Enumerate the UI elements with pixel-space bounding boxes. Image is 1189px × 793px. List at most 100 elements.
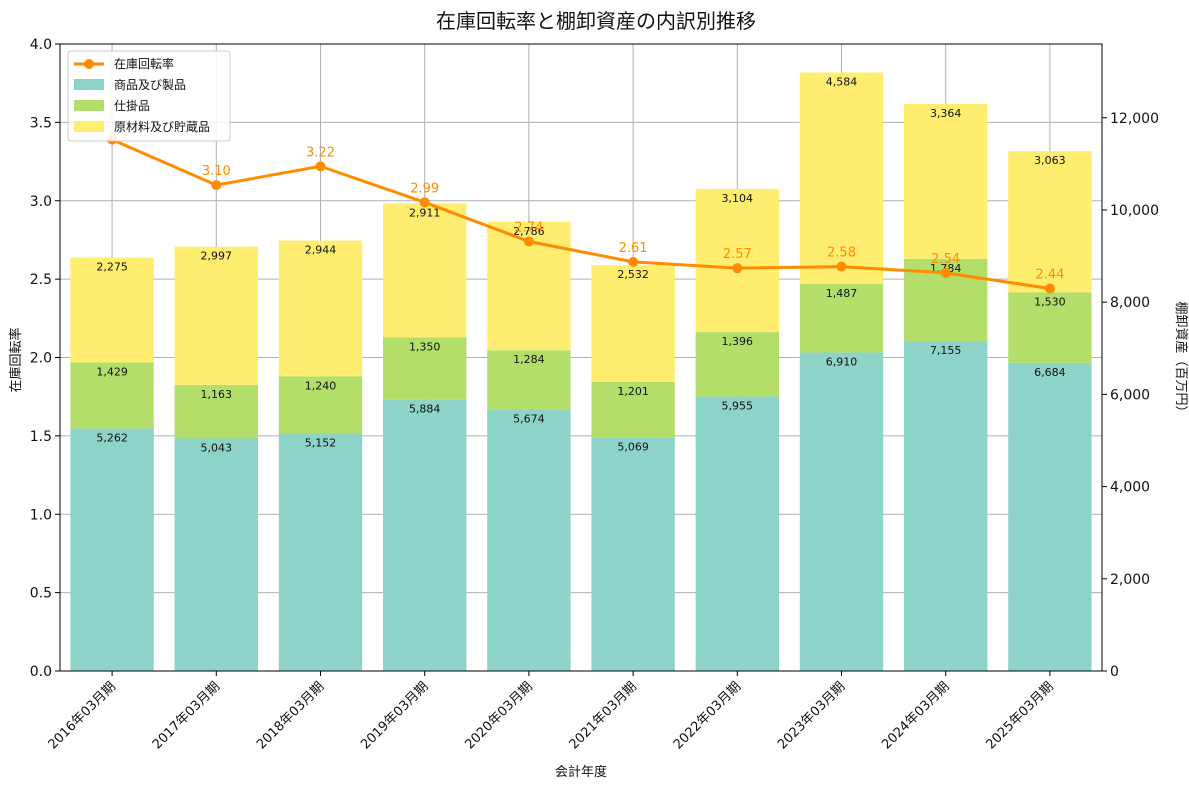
bar-segment [1008, 151, 1092, 293]
y-left-tick-label: 0.5 [30, 586, 52, 602]
x-tick-label: 2017年03月期 [150, 679, 223, 752]
bar-data-label: 5,884 [409, 403, 441, 416]
turnover-data-label: 2.57 [723, 247, 752, 262]
bar-data-label: 1,487 [826, 287, 858, 300]
bar-segment [591, 381, 675, 438]
y-left-tick-label: 4.0 [30, 37, 52, 53]
bar-segment [383, 399, 467, 671]
x-tick-label: 2022年03月期 [671, 679, 744, 752]
turnover-point [732, 263, 743, 274]
bar-data-label: 5,069 [617, 440, 649, 453]
bar-data-label: 5,674 [513, 412, 545, 425]
y-left-tick-label: 3.5 [30, 115, 52, 131]
legend-swatch-products [74, 79, 104, 90]
bar-data-label: 5,262 [96, 431, 128, 444]
legend-swatch-wip [74, 100, 104, 111]
x-tick-label: 2018年03月期 [254, 679, 327, 752]
bar-data-label: 5,043 [201, 442, 233, 455]
legend-label-materials: 原材料及び貯蔵品 [114, 120, 210, 134]
legend-line-marker [84, 59, 94, 69]
y-right-tick-label: 8,000 [1110, 295, 1150, 311]
plot-frame [59, 43, 1103, 672]
bar-segment [591, 265, 675, 382]
y-right-tick-label: 6,000 [1110, 387, 1150, 403]
x-tick-label: 2016年03月期 [46, 679, 119, 752]
x-tick-label: 2023年03月期 [775, 679, 848, 752]
bar-segment [487, 350, 571, 410]
legend-swatch-materials [74, 121, 104, 132]
bar-data-label: 1,396 [722, 335, 754, 348]
bar-segment [278, 376, 363, 434]
bar-segment [174, 246, 258, 385]
bar-data-label: 1,429 [96, 366, 128, 379]
bar-data-label: 5,955 [722, 399, 754, 412]
y-right-tick-label: 2,000 [1110, 572, 1150, 588]
bar-segment [383, 337, 467, 400]
bar-data-label: 5,152 [305, 436, 337, 449]
legend-label-products: 商品及び製品 [114, 77, 186, 92]
legend-label-turnover: 在庫回転率 [114, 56, 174, 71]
legend-label-wip: 仕掛品 [114, 98, 150, 113]
y-left-tick-label: 2.0 [30, 351, 52, 367]
y-left-tick-label: 3.0 [30, 194, 52, 210]
turnover-data-label: 3.22 [306, 145, 335, 160]
turnover-point [628, 256, 639, 267]
bar-segment [904, 103, 988, 259]
bar-data-label: 6,910 [826, 355, 858, 368]
bar-data-label: 2,944 [305, 244, 337, 257]
bar-data-label: 2,275 [96, 261, 128, 274]
turnover-data-label: 2.99 [410, 181, 439, 196]
y-left-tick-label: 0.0 [30, 664, 52, 680]
turnover-point [419, 197, 430, 208]
bar-data-label: 4,584 [826, 76, 858, 89]
bar-data-label: 2,532 [617, 268, 649, 281]
y-left-tick-label: 1.0 [30, 507, 52, 523]
turnover-point [523, 236, 534, 247]
turnover-point [1044, 283, 1055, 294]
bar-segment [591, 437, 675, 671]
bar-segment [70, 428, 154, 671]
bar-data-label: 1,284 [513, 353, 545, 366]
bar-data-label: 3,104 [722, 192, 754, 205]
bar-segment [799, 352, 884, 671]
bar-segment [278, 240, 363, 377]
bar-segment [70, 362, 154, 429]
y-right-tick-label: 0 [1110, 664, 1119, 680]
turnover-data-label: 2.54 [931, 252, 960, 267]
turnover-data-label: 2.61 [619, 241, 648, 256]
x-tick-label: 2020年03月期 [462, 679, 535, 752]
turnover-data-label: 2.44 [1035, 268, 1064, 283]
bar-segment [1008, 292, 1092, 363]
bar-segment [174, 438, 258, 671]
bar-segment [695, 396, 779, 671]
x-tick-label: 2025年03月期 [983, 679, 1056, 752]
bar-data-label: 1,240 [305, 379, 337, 392]
x-tick-label: 2024年03月期 [879, 679, 952, 752]
bar-segment [487, 409, 571, 671]
bar-data-label: 3,063 [1034, 154, 1066, 167]
legend: 在庫回転率 商品及び製品 仕掛品 原材料及び貯蔵品 [67, 50, 231, 142]
y-left-tick-label: 1.5 [30, 429, 52, 445]
turnover-point [836, 261, 847, 272]
bar-data-label: 1,201 [617, 385, 649, 398]
turnover-point [211, 180, 222, 191]
bar-segment [70, 257, 154, 363]
bar-segment [799, 283, 884, 353]
bar-data-label: 3,364 [930, 107, 962, 120]
bar-segment [174, 384, 258, 439]
bar-data-label: 1,163 [201, 388, 233, 401]
chart-title: 在庫回転率と棚卸資産の内訳別推移 [436, 9, 756, 33]
x-axis-label: 会計年度 [555, 764, 607, 780]
y-right-tick-label: 12,000 [1110, 111, 1159, 127]
x-tick-label: 2021年03月期 [567, 679, 640, 752]
bar-data-label: 1,530 [1034, 295, 1066, 308]
bar-data-label: 2,911 [409, 206, 441, 219]
y-axis-left-label: 在庫回転率 [8, 327, 24, 392]
turnover-data-label: 2.58 [827, 246, 856, 261]
bar-segment [695, 332, 779, 397]
y-left-tick-label: 2.5 [30, 272, 52, 288]
bar-data-label: 7,155 [930, 344, 962, 357]
bar-segment [1008, 362, 1092, 671]
